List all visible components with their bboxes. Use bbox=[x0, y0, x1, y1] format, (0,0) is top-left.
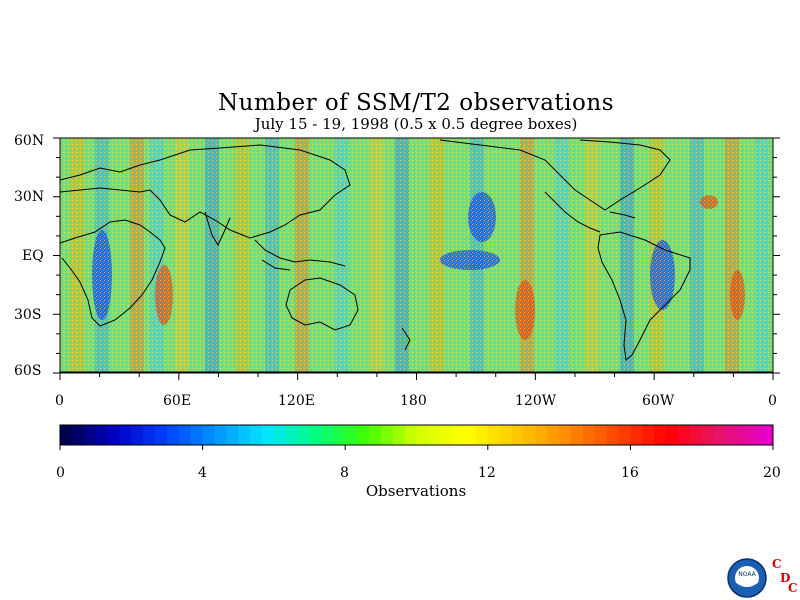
observation-field bbox=[60, 138, 773, 373]
lon-label-60w: 60W bbox=[642, 393, 675, 409]
colorbar-cell bbox=[262, 425, 275, 445]
colorbar-cell bbox=[594, 425, 608, 445]
colorbar-cell bbox=[83, 425, 97, 445]
colorbar-cell bbox=[309, 425, 322, 445]
colorbar-cell bbox=[226, 425, 239, 445]
cb-tick-0: 0 bbox=[56, 465, 65, 481]
colorbar-cell bbox=[95, 425, 109, 445]
lon-label-120w: 120W bbox=[515, 393, 557, 409]
colorbar-cell bbox=[535, 425, 548, 445]
colorbar-cell bbox=[368, 425, 382, 445]
colorbar-cell bbox=[392, 425, 406, 445]
lon-label-120e: 120E bbox=[278, 393, 315, 409]
colorbar-cell bbox=[737, 425, 750, 445]
colorbar-cell bbox=[380, 425, 394, 445]
map-ticks bbox=[53, 137, 780, 380]
map-subtitle: July 15 - 19, 1998 (0.5 x 0.5 degree box… bbox=[254, 115, 578, 133]
colorbar-cell bbox=[285, 425, 299, 445]
colorbar-cell bbox=[511, 425, 524, 445]
colorbar-cell bbox=[155, 425, 168, 445]
coastlines bbox=[60, 139, 773, 373]
colorbar-cell bbox=[761, 425, 774, 445]
colorbar bbox=[59, 424, 774, 450]
colorbar-cell bbox=[297, 425, 311, 445]
colorbar-cell bbox=[345, 425, 358, 445]
lat-label-eq: EQ bbox=[22, 248, 44, 264]
colorbar-cell bbox=[701, 425, 715, 445]
cb-tick-8: 8 bbox=[340, 465, 349, 481]
colorbar-cell bbox=[166, 425, 180, 445]
lat-label-60n: 60N bbox=[14, 133, 45, 149]
colorbar-cell bbox=[214, 425, 227, 445]
colorbar-cell bbox=[630, 425, 643, 445]
colorbar-cell bbox=[404, 425, 417, 445]
lon-label-60e: 60E bbox=[163, 393, 192, 409]
colorbar-cell bbox=[333, 425, 346, 445]
cb-tick-20: 20 bbox=[763, 465, 781, 481]
colorbar-cell bbox=[487, 425, 501, 445]
cdc-letter-c1: C bbox=[772, 557, 782, 571]
colorbar-label: Observations bbox=[365, 482, 467, 500]
colorbar-cell bbox=[440, 425, 453, 445]
colorbar-cell bbox=[523, 425, 536, 445]
colorbar-cell bbox=[238, 425, 251, 445]
cdc-letter-d: D bbox=[780, 571, 790, 585]
colorbar-cell bbox=[428, 425, 441, 445]
noaa-text: NOAA bbox=[738, 571, 756, 578]
colorbar-cell bbox=[131, 425, 144, 445]
colorbar-cell bbox=[357, 425, 370, 445]
colorbar-cell bbox=[654, 425, 667, 445]
colorbar-cell bbox=[119, 425, 132, 445]
cb-tick-4: 4 bbox=[198, 465, 207, 481]
colorbar-cell bbox=[606, 425, 620, 445]
colorbar-cell bbox=[677, 425, 691, 445]
noaa-cdc-logo: NOAA C D C bbox=[727, 557, 798, 598]
colorbar-cell bbox=[618, 425, 631, 445]
colorbar-cell bbox=[570, 425, 584, 445]
colorbar-cell bbox=[713, 425, 726, 445]
colorbar-cell bbox=[107, 425, 120, 445]
colorbar-cell bbox=[749, 425, 762, 445]
lon-label-0: 0 bbox=[55, 393, 64, 409]
lat-label-30n: 30N bbox=[14, 189, 45, 205]
colorbar-cell bbox=[582, 425, 596, 445]
colorbar-cell bbox=[273, 425, 287, 445]
colorbar-cell bbox=[321, 425, 334, 445]
colorbar-cell bbox=[499, 425, 513, 445]
colorbar-cell bbox=[666, 425, 679, 445]
colorbar-cell bbox=[178, 425, 192, 445]
colorbar-cell bbox=[143, 425, 156, 445]
colorbar-cell bbox=[190, 425, 204, 445]
colorbar-cell bbox=[725, 425, 738, 445]
colorbar-cell bbox=[452, 425, 465, 445]
cb-tick-12: 12 bbox=[478, 465, 496, 481]
colorbar-cell bbox=[416, 425, 429, 445]
lon-label-180: 180 bbox=[400, 393, 427, 409]
colorbar-cell bbox=[60, 425, 73, 445]
lat-label-30s: 30S bbox=[14, 307, 42, 323]
colorbar-cell bbox=[689, 425, 703, 445]
lat-label-60s: 60S bbox=[14, 363, 42, 379]
colorbar-cell bbox=[464, 425, 477, 445]
cb-tick-16: 16 bbox=[621, 465, 639, 481]
colorbar-cell bbox=[202, 425, 215, 445]
colorbar-cell bbox=[250, 425, 263, 445]
lon-label-0-east: 0 bbox=[768, 393, 777, 409]
colorbar-cell bbox=[71, 425, 85, 445]
colorbar-cell bbox=[559, 425, 572, 445]
map-title: Number of SSM/T2 observations bbox=[218, 90, 614, 116]
cdc-letter-c2: C bbox=[788, 581, 798, 595]
colorbar-cell bbox=[547, 425, 560, 445]
colorbar-cell bbox=[475, 425, 489, 445]
colorbar-cell bbox=[642, 425, 655, 445]
